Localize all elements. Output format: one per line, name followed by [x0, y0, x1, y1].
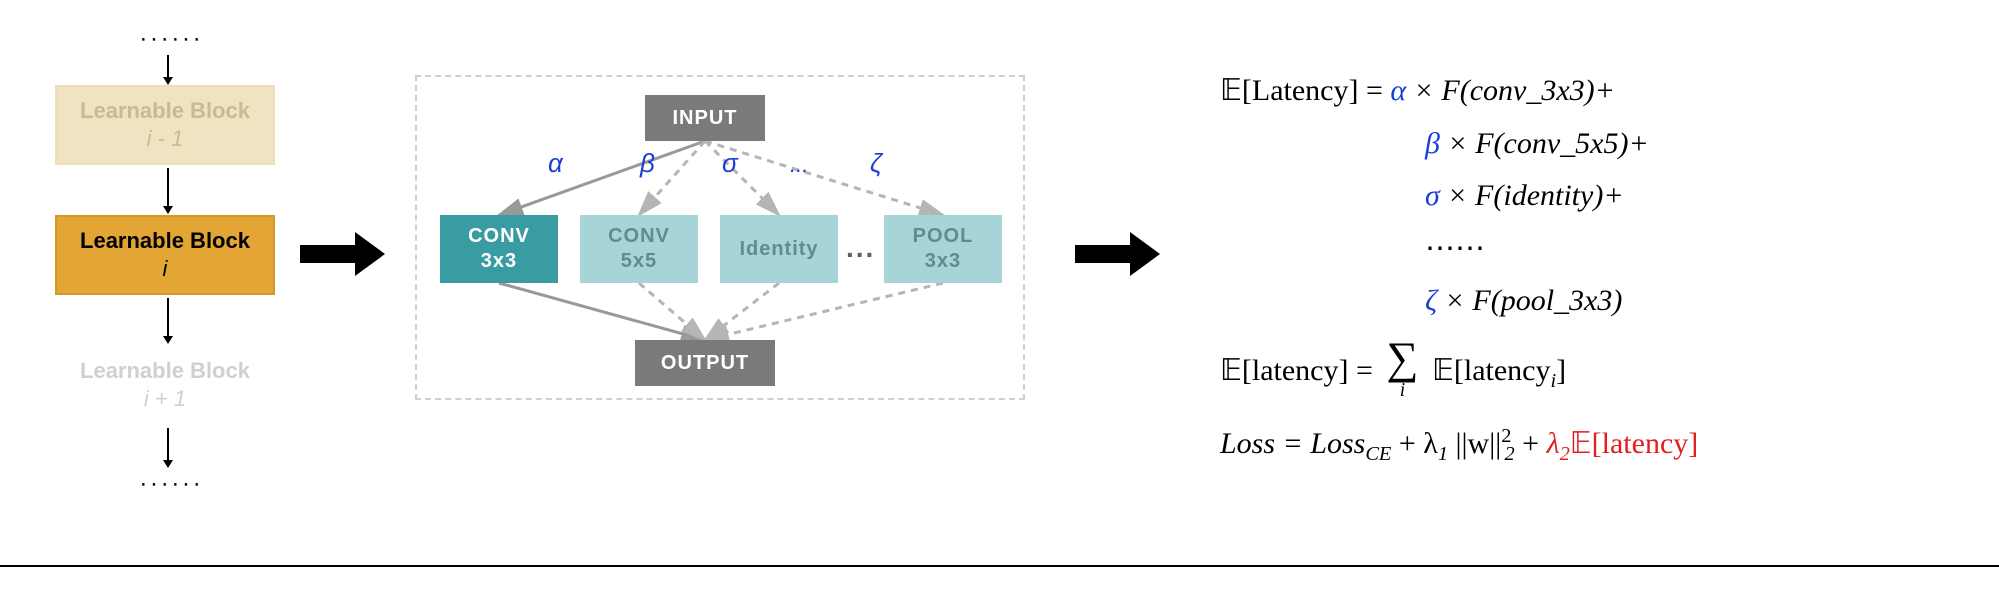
block-index: i + 1	[144, 386, 186, 412]
flow-arrow-down	[163, 298, 173, 344]
dots-top: ∙∙∙∙∙∙	[140, 25, 204, 53]
block-title: Learnable Block	[80, 98, 250, 124]
op-conv3x3: CONV3x3	[440, 215, 558, 283]
weight-zeta: ζ	[870, 148, 882, 179]
input-node: INPUT	[645, 95, 765, 141]
learnable-block-current: Learnable Block i	[55, 215, 275, 295]
weight-sigma: σ	[722, 148, 738, 179]
output-node: OUTPUT	[635, 340, 775, 386]
learnable-block-next: Learnable Block i + 1	[55, 345, 275, 425]
node-label: Identity	[739, 237, 818, 262]
expand-arrow	[300, 232, 385, 276]
weight-beta: β	[640, 148, 655, 179]
node-label: POOL3x3	[913, 224, 974, 274]
block-index: i	[163, 256, 168, 282]
node-label: CONV3x3	[468, 224, 530, 274]
block-index: i - 1	[147, 126, 184, 152]
bottom-rule	[0, 565, 1999, 567]
formula-line-2: β × F(conv_5x5)+	[1425, 118, 1698, 171]
block-title: Learnable Block	[80, 228, 250, 254]
dots-bottom: ∙∙∙∙∙∙	[140, 470, 204, 498]
weight-dots: ...	[790, 152, 808, 178]
flow-arrow-down	[163, 428, 173, 468]
node-label: CONV5x5	[608, 224, 670, 274]
formula-line-4: ⋯⋯	[1425, 223, 1698, 276]
formula-line-5: ζ × F(pool_3x3)	[1425, 275, 1698, 328]
formula-sum: 𝔼[latency] = ∑i 𝔼[latencyi]	[1220, 338, 1698, 409]
ops-ellipsis: ...	[846, 232, 875, 264]
block-title: Learnable Block	[80, 358, 250, 384]
latency-formula: 𝔼[Latency] = α × F(conv_3x3)+ β × F(conv…	[1220, 65, 1698, 473]
flow-arrow-down	[163, 55, 173, 85]
to-formula-arrow	[1075, 232, 1160, 276]
formula-line-3: σ × F(identity)+	[1425, 170, 1698, 223]
node-label: INPUT	[673, 106, 738, 131]
op-conv5x5: CONV5x5	[580, 215, 698, 283]
flow-arrow-down	[163, 168, 173, 214]
node-label: OUTPUT	[661, 351, 749, 376]
formula-line-1: 𝔼[Latency] = α × F(conv_3x3)+	[1220, 65, 1698, 118]
weight-alpha: α	[548, 148, 563, 179]
learnable-block-prev: Learnable Block i - 1	[55, 85, 275, 165]
op-identity: Identity	[720, 215, 838, 283]
op-pool3x3: POOL3x3	[884, 215, 1002, 283]
formula-loss: Loss = LossCE + λ1 ||w||22 + λ2𝔼[latency…	[1220, 418, 1698, 473]
diagram-canvas: ∙∙∙∙∙∙ Learnable Block i - 1 Learnable B…	[0, 0, 1999, 600]
